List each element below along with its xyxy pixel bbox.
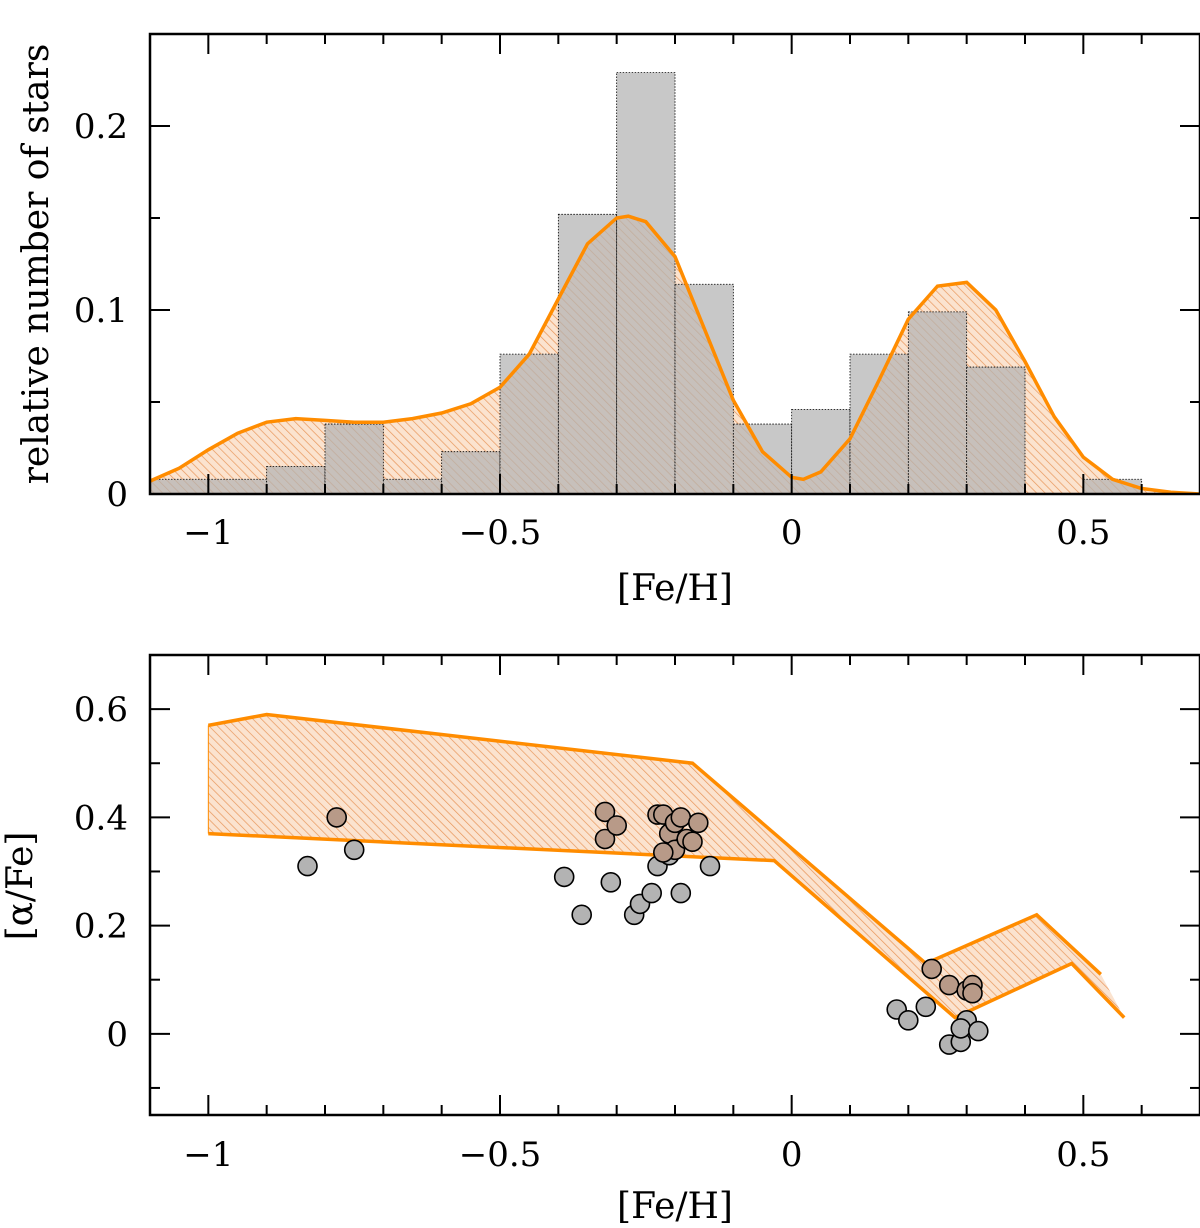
top-x-tick-label-0: −1	[183, 513, 233, 553]
histogram-bar-7	[557, 213, 618, 494]
top-x-tick-label-1: −0.5	[459, 513, 542, 553]
data-point-series-1-11	[682, 831, 703, 853]
data-point-series-1-1	[594, 801, 616, 823]
bottom-x-tick-label-3: 0.5	[1056, 1135, 1110, 1175]
histogram-bar-8	[616, 72, 676, 494]
data-point-series-1-14	[921, 958, 943, 980]
data-point-series-0-0	[297, 855, 318, 877]
model-band-fill	[208, 714, 1125, 1018]
bottom-x-tick-label-2: 0	[781, 1135, 803, 1175]
top-y-tick-label-1: 0.1	[74, 291, 128, 331]
top-y-axis-label: relative number of stars	[16, 44, 57, 485]
bottom-y-axis-label: [α/Fe]	[0, 832, 41, 941]
data-point-series-0-4	[600, 871, 622, 893]
data-point-series-1-18	[962, 982, 983, 1004]
data-point-series-0-11	[699, 855, 721, 877]
bottom-y-tick-label-2: 0.4	[74, 798, 128, 838]
data-point-series-0-7	[641, 882, 663, 904]
histogram-bar-0	[150, 478, 209, 494]
data-point-series-0-13	[897, 1009, 919, 1031]
bottom-y-tick-label-3: 0.6	[74, 690, 128, 730]
histogram-panel: −1 −0.5 0 0.5 0 0.1 0.2 [Fe/H] relative number…	[16, 32, 1200, 609]
data-point-series-0-1	[343, 839, 365, 861]
histogram-bar-13	[907, 311, 968, 494]
data-point-series-1-13	[652, 842, 674, 863]
histogram-bar-14	[966, 366, 1026, 494]
data-point-series-1-9	[670, 807, 692, 828]
bottom-x-tick-label-1: −0.5	[459, 1135, 542, 1175]
data-point-series-0-14	[915, 996, 937, 1018]
model-band-upper-line	[207, 712, 1102, 976]
top-y-tick-label-2: 0.2	[74, 107, 128, 147]
histogram-bar-11	[791, 408, 851, 494]
histogram-bar-2	[266, 465, 326, 494]
model-curve-line	[150, 214, 1200, 494]
top-y-tick-label-0: 0	[106, 475, 128, 515]
histogram-bar-5	[441, 451, 501, 494]
data-point-series-0-10	[670, 882, 692, 904]
bottom-y-tick-label-0: 0	[106, 1015, 128, 1055]
histogram-bar-4	[382, 478, 443, 494]
top-x-axis-label: [Fe/H]	[617, 568, 733, 609]
alpha-fe-panel: −1 −0.5 0 0.5 0 0.2 0.4 0.6 [Fe/H] [α/Fe]	[0, 653, 1200, 1227]
bottom-x-axis-label: [Fe/H]	[617, 1186, 733, 1227]
data-point-series-1-0	[326, 807, 348, 828]
bottom-y-tick-label-1: 0.2	[74, 907, 128, 947]
data-point-series-1-12	[687, 812, 709, 834]
data-point-series-0-18	[950, 1018, 972, 1039]
data-point-series-0-19	[967, 1020, 989, 1042]
histogram-bar-1	[207, 478, 268, 494]
data-point-series-1-15	[938, 974, 960, 996]
top-x-tick-label-3: 0.5	[1056, 513, 1110, 553]
data-point-series-0-3	[571, 904, 593, 926]
top-x-tick-label-2: 0	[781, 513, 803, 553]
bottom-x-tick-label-0: −1	[183, 1135, 233, 1175]
data-point-series-1-3	[606, 815, 628, 836]
histogram-bar-10	[732, 423, 793, 494]
histogram-bar-9	[674, 283, 734, 494]
data-point-series-0-2	[553, 866, 575, 888]
model-band-lower-line	[208, 831, 1126, 1020]
histogram-bar-3	[324, 423, 384, 494]
data-point-series-1-2	[594, 828, 616, 850]
